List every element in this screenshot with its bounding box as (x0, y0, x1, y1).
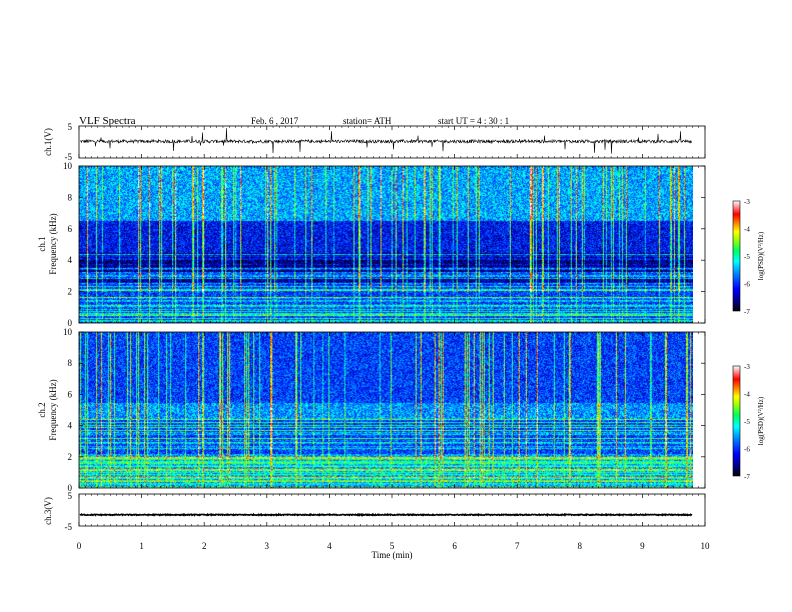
ch1-ytick-bottom: -5 (65, 152, 73, 162)
ch3-ytick-bottom: -5 (65, 522, 73, 532)
x-tick-label: 2 (202, 541, 207, 551)
ch2-spectrogram-yticks: 0 2 4 6 8 10 (63, 327, 705, 493)
start-time-label: start UT = 4 : 30 : 1 (438, 116, 509, 126)
freq-tick-label: 2 (68, 287, 73, 297)
ch1-ylabel: ch.1(V) (43, 128, 53, 156)
freq-tick-label: 10 (63, 161, 73, 171)
ch3-waveform-trace (79, 512, 693, 517)
x-tick-label: 6 (452, 541, 457, 551)
colorbar-tick-label: -5 (744, 253, 750, 261)
freq-tick-label: 10 (63, 327, 73, 337)
colorbar-tick-label: -3 (744, 198, 750, 206)
freq-tick-label: 8 (68, 192, 73, 202)
x-tick-label: 3 (265, 541, 270, 551)
x-tick-label: 7 (515, 541, 520, 551)
x-tick-label: 9 (640, 541, 645, 551)
colorbar-tick-label: -5 (744, 418, 750, 426)
ch3-waveform-frame (78, 493, 706, 527)
time-axis-label: Time (min) (372, 550, 413, 560)
ch3-ytick-top: 5 (68, 491, 73, 501)
ch3-waveform-panel: 5 -5 ch.3(V) 0 1 2 3 4 5 6 7 8 9 10 Time (min) (43, 491, 710, 560)
freq-tick-label: 0 (68, 318, 73, 328)
ch1-colorbar (732, 200, 741, 312)
freq-tick-label: 8 (68, 358, 73, 368)
ch2-spectrogram-image (79, 332, 693, 488)
ch1-waveform-trace (80, 128, 692, 154)
ch1-colorbar-ticks: -3 -4 -5 -6 -7 (744, 198, 750, 316)
x-tick-label: 0 (77, 541, 82, 551)
ch1-spec-ylabel-line1: ch.1 (37, 236, 47, 251)
colorbar-tick-label: -6 (744, 281, 750, 289)
ch1-ytick-top: 5 (68, 122, 73, 132)
ch2-colorbar-ticks: -3 -4 -5 -6 -7 (744, 363, 750, 481)
colorbar-tick-label: -7 (744, 473, 750, 481)
ch2-spec-ylabel-line2: Frequency (kHz) (48, 379, 58, 440)
x-tick-label: 8 (578, 541, 583, 551)
freq-tick-label: 6 (68, 224, 73, 234)
ch2-colorbar-label: log(PSD)(V²/Hz) (757, 396, 765, 445)
colorbar-tick-label: -7 (744, 308, 750, 316)
ch2-spec-ylabel-line1: ch.2 (37, 402, 47, 417)
ch1-spectrogram-yticks: 0 2 4 6 8 10 (63, 161, 705, 328)
figure-title: VLF Spectra (79, 115, 136, 127)
freq-tick-label: 4 (68, 421, 73, 431)
time-axis-ticks: 0 1 2 3 4 5 6 7 8 9 10 (77, 541, 710, 551)
colorbar-tick-label: -4 (744, 391, 750, 399)
ch1-colorbar-label: log(PSD)(V²/Hz) (757, 231, 765, 280)
date-label: Feb. 6 , 2017 (251, 116, 299, 126)
freq-tick-label: 6 (68, 389, 73, 399)
colorbar-tick-label: -3 (744, 363, 750, 371)
ch1-spectrogram-image (79, 166, 693, 323)
ch1-spec-ylabel-line2: Frequency (kHz) (48, 213, 58, 274)
x-tick-label: 10 (701, 541, 711, 551)
station-label: station= ATH (343, 116, 392, 126)
x-tick-label: 5 (390, 541, 395, 551)
x-tick-label: 4 (327, 541, 332, 551)
ch2-colorbar (732, 365, 741, 477)
time-minor-ticks (78, 126, 706, 526)
colorbar-tick-label: -6 (744, 446, 750, 454)
ch3-ylabel: ch.3(V) (43, 497, 53, 525)
freq-tick-label: 4 (68, 255, 73, 265)
colorbar-tick-label: -4 (744, 226, 750, 234)
ch1-waveform-panel: 5 -5 ch.1(V) (43, 122, 706, 162)
x-tick-label: 1 (139, 541, 144, 551)
freq-tick-label: 2 (68, 452, 73, 462)
freq-tick-label: 0 (68, 483, 73, 493)
